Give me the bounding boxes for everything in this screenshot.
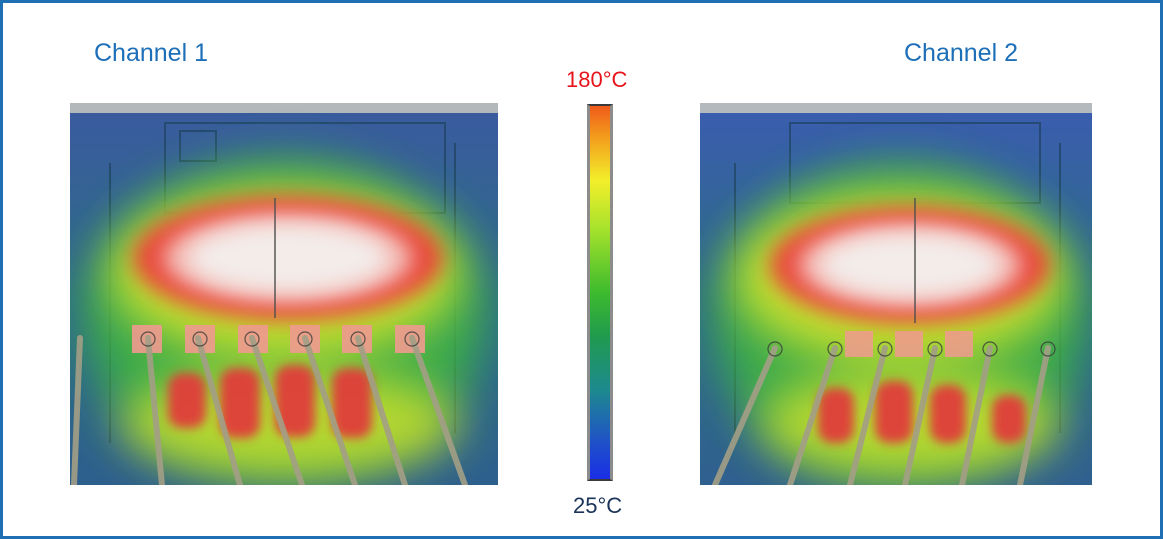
scale-max-label: 180°C (566, 67, 628, 92)
temperature-colorbar (587, 104, 613, 481)
channel-2-title: Channel 2 (904, 39, 1018, 67)
scale-min-label: 25°C (573, 493, 623, 518)
thermal-image-channel-1 (70, 103, 498, 485)
thermal-image-channel-2 (700, 103, 1092, 485)
channel-1-title: Channel 1 (94, 39, 208, 67)
